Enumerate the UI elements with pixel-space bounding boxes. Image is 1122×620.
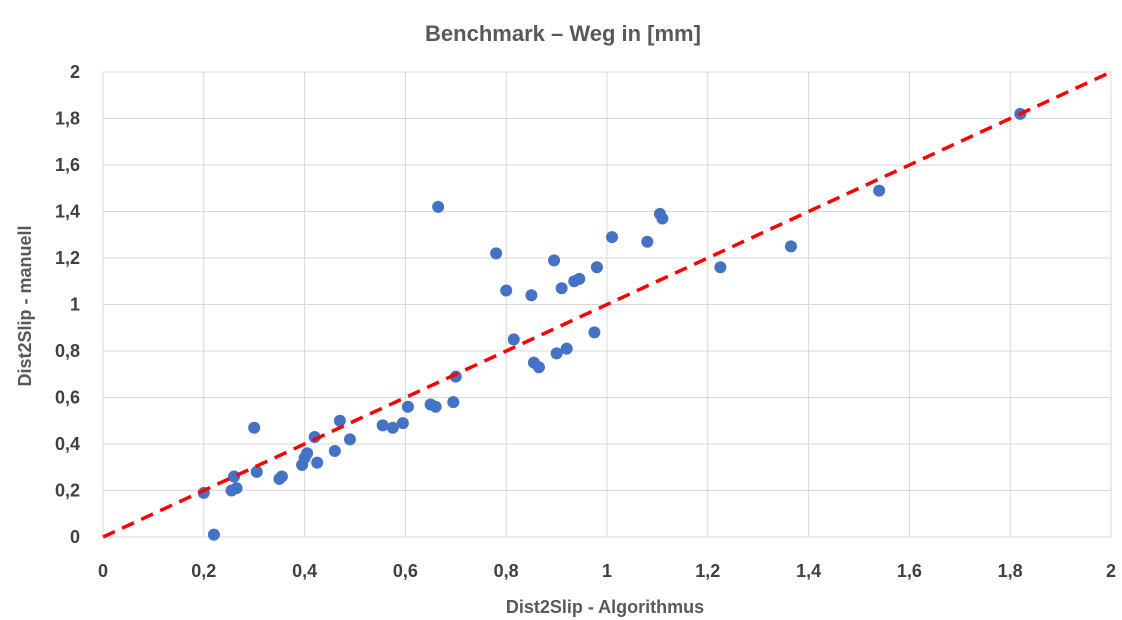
- x-tick-label: 0,2: [191, 561, 216, 581]
- data-point: [573, 272, 586, 285]
- data-point: [333, 414, 346, 427]
- y-tick-label: 1: [70, 295, 80, 315]
- data-point: [275, 470, 288, 483]
- chart-title: Benchmark – Weg in [mm]: [425, 21, 701, 46]
- x-tick-label: 1,4: [796, 561, 821, 581]
- data-point: [230, 482, 243, 495]
- data-point: [250, 465, 263, 478]
- data-point: [656, 212, 669, 225]
- x-axis-label: Dist2Slip - Algorithmus: [506, 597, 704, 617]
- data-point: [228, 470, 241, 483]
- y-tick-label: 0: [70, 527, 80, 547]
- x-tick-label: 1,6: [897, 561, 922, 581]
- y-axis-label: Dist2Slip - manuell: [15, 225, 35, 386]
- data-point: [308, 431, 321, 444]
- x-tick-label: 1,2: [695, 561, 720, 581]
- data-point: [447, 396, 460, 409]
- x-tick-labels: 0 0,2 0,4 0,6 0,8 1 1,2 1,4 1,6 1,8 2: [98, 561, 1116, 581]
- reference-line: [102, 70, 1112, 539]
- data-point: [343, 433, 356, 446]
- y-tick-label: 1,4: [55, 202, 80, 222]
- data-point: [301, 447, 314, 460]
- data-point: [555, 282, 568, 295]
- data-point: [500, 284, 513, 297]
- data-point: [401, 400, 414, 413]
- data-point: [376, 419, 389, 432]
- data-points: [197, 107, 1027, 541]
- data-point: [590, 261, 603, 274]
- data-point: [311, 456, 324, 469]
- data-point: [328, 444, 341, 457]
- data-point: [525, 289, 538, 302]
- x-tick-label: 2: [1106, 561, 1116, 581]
- data-point: [784, 240, 797, 253]
- data-point: [490, 247, 503, 260]
- data-point: [429, 400, 442, 413]
- y-tick-label: 1,8: [55, 109, 80, 129]
- data-point: [248, 421, 261, 434]
- y-tick-label: 0,8: [55, 341, 80, 361]
- data-point: [207, 528, 220, 541]
- data-point: [550, 347, 563, 360]
- y-tick-label: 1,6: [55, 155, 80, 175]
- x-tick-label: 1: [602, 561, 612, 581]
- data-point: [532, 361, 545, 374]
- x-tick-label: 0: [98, 561, 108, 581]
- data-point: [588, 326, 601, 339]
- reference-line-path: [102, 70, 1112, 539]
- data-point: [641, 235, 654, 248]
- data-point: [548, 254, 561, 267]
- x-tick-label: 0,6: [393, 561, 418, 581]
- data-point: [873, 184, 886, 197]
- x-tick-label: 0,8: [494, 561, 519, 581]
- y-tick-label: 0,4: [55, 434, 80, 454]
- data-point: [560, 342, 573, 355]
- y-tick-label: 2: [70, 62, 80, 82]
- data-point: [432, 200, 445, 213]
- y-tick-labels: 0 0,2 0,4 0,6 0,8 1 1,2 1,4 1,6 1,8 2: [55, 62, 80, 547]
- data-point: [386, 421, 399, 434]
- data-point: [396, 417, 409, 430]
- y-tick-label: 0,2: [55, 481, 80, 501]
- data-point: [606, 231, 619, 244]
- data-point: [714, 261, 727, 274]
- y-tick-label: 0,6: [55, 388, 80, 408]
- data-point: [449, 370, 462, 383]
- data-point: [507, 333, 520, 346]
- x-tick-label: 1,8: [998, 561, 1023, 581]
- y-tick-label: 1,2: [55, 248, 80, 268]
- x-tick-label: 0,4: [292, 561, 317, 581]
